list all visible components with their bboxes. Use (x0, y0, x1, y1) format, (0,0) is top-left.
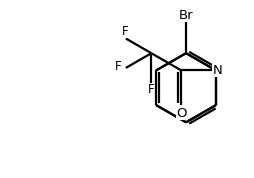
Text: N: N (212, 64, 222, 77)
Text: F: F (148, 83, 154, 96)
Text: O: O (176, 106, 187, 120)
Text: F: F (122, 25, 129, 38)
Text: Br: Br (179, 9, 193, 22)
Text: F: F (115, 60, 122, 73)
